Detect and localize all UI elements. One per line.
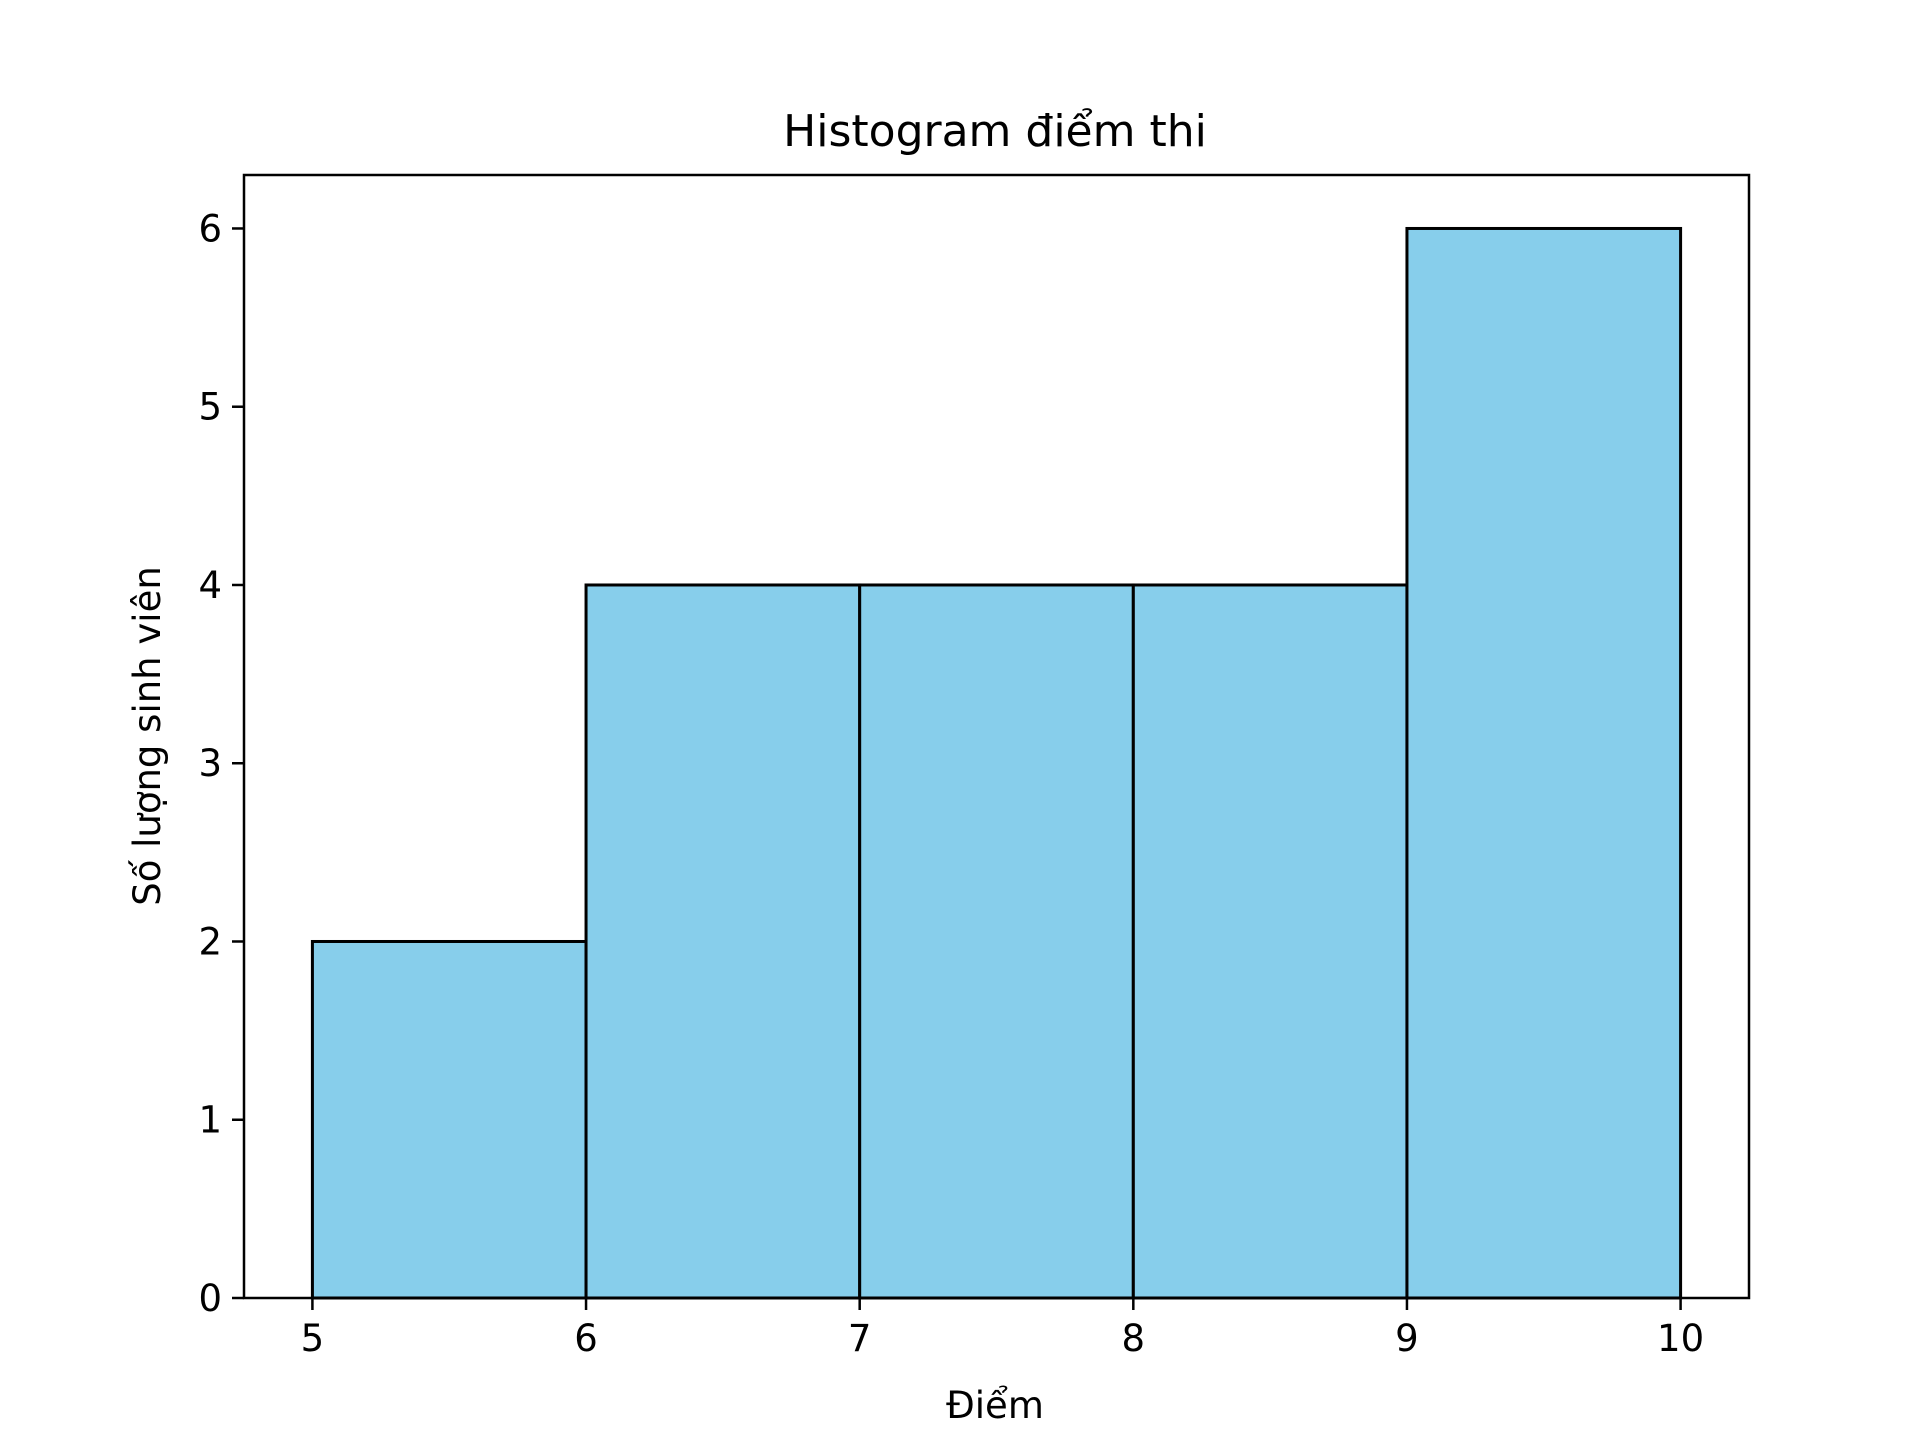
x-tick-label: 6 xyxy=(574,1317,598,1360)
histogram-bar-2 xyxy=(584,583,862,1300)
chart-title: Histogram điểm thi xyxy=(783,106,1207,157)
y-axis-label: Số lượng sinh viên xyxy=(126,566,169,906)
bars-group xyxy=(310,226,1683,1300)
histogram-bar-4 xyxy=(1131,583,1409,1300)
y-tick-label: 5 xyxy=(198,386,222,429)
y-tick-label: 2 xyxy=(198,920,222,963)
plot-frame xyxy=(242,173,1751,1300)
y-tick-label: 0 xyxy=(198,1277,222,1320)
x-tick-label: 9 xyxy=(1395,1317,1419,1360)
x-axis-label: Điểm xyxy=(946,1384,1044,1427)
y-tick-label: 3 xyxy=(198,742,222,785)
x-tick-label: 7 xyxy=(848,1317,872,1360)
y-tick-label: 1 xyxy=(198,1099,222,1142)
y-tick-label: 6 xyxy=(198,207,222,250)
y-tick-label: 4 xyxy=(198,564,222,607)
x-axis-ticks: 5 6 7 8 9 10 xyxy=(301,1298,1704,1360)
histogram-bar-5 xyxy=(1405,226,1683,1300)
histogram-bar-1 xyxy=(310,939,588,1300)
x-tick-label: 10 xyxy=(1657,1317,1704,1360)
x-tick-label: 8 xyxy=(1122,1317,1146,1360)
histogram-bar-3 xyxy=(858,583,1135,1300)
x-tick-label: 5 xyxy=(301,1317,325,1360)
y-axis-ticks: 0 1 2 3 4 5 6 xyxy=(198,207,244,1320)
